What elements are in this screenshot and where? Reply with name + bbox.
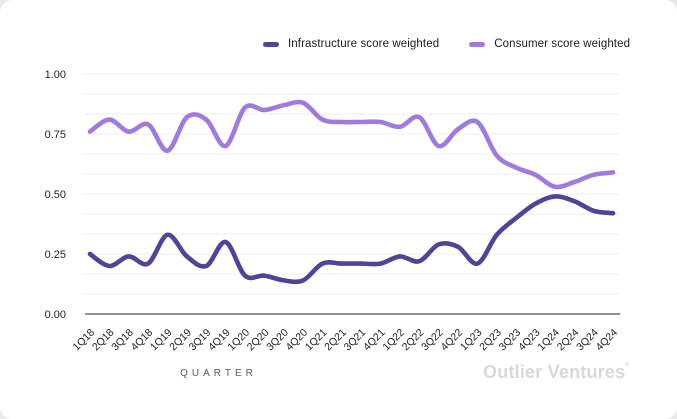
legend-item-infrastructure[interactable]: Infrastructure score weighted (263, 38, 439, 50)
legend: Infrastructure score weighted Consumer s… (263, 38, 630, 50)
brand-asterisk-icon: * (625, 361, 629, 371)
legend-swatch-infrastructure-icon (263, 41, 279, 47)
x-axis-title: QUARTER (180, 368, 257, 379)
y-tick-label: 1.00 (45, 69, 66, 81)
brand-text: Outlier Ventures (483, 362, 626, 382)
series-line-infrastructure (87, 194, 616, 285)
legend-item-consumer[interactable]: Consumer score weighted (469, 38, 630, 50)
y-tick-label: 0.00 (45, 309, 66, 321)
series-line-consumer (87, 99, 616, 190)
x-tick-label: 4Q24 (593, 327, 620, 354)
brand-watermark: Outlier Ventures* (483, 361, 629, 383)
y-tick-label: 0.75 (45, 129, 66, 141)
y-tick-label: 0.50 (45, 189, 66, 201)
legend-swatch-consumer-icon (469, 41, 486, 47)
legend-label-infrastructure: Infrastructure score weighted (288, 38, 440, 50)
y-tick-label: 0.25 (45, 249, 66, 261)
legend-label-consumer: Consumer score weighted (494, 38, 631, 50)
